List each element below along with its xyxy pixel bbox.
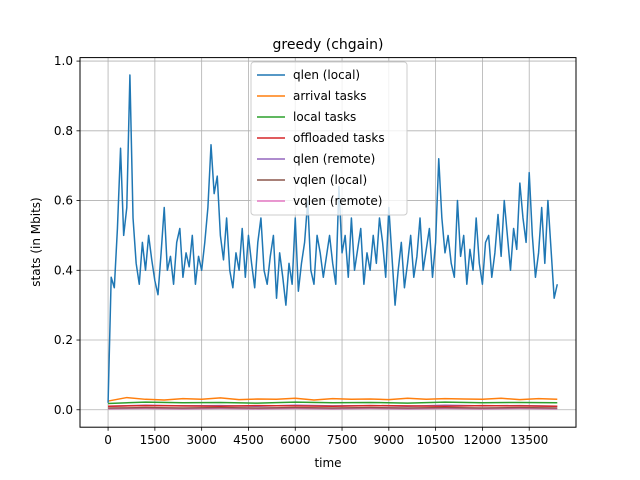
- series-line: [108, 401, 558, 405]
- legend-entry: qlen (remote): [293, 152, 375, 166]
- series-line: [108, 404, 558, 408]
- y-axis-label: stats (in Mbits): [29, 197, 43, 286]
- legend-entry: vqlen (remote): [293, 194, 382, 208]
- legend-entry: arrival tasks: [293, 89, 366, 103]
- legend-entry: vqlen (local): [293, 173, 367, 187]
- y-tick-label: 1.0: [54, 54, 73, 68]
- y-tick-label: 0.0: [54, 403, 73, 417]
- y-tick-label: 0.2: [54, 333, 73, 347]
- plot-frame: [79, 57, 577, 428]
- x-axis-label: time: [314, 456, 341, 470]
- legend-entry: offloaded tasks: [293, 131, 385, 145]
- x-tick-label: 3000: [186, 433, 217, 447]
- series-line: [107, 396, 558, 402]
- legend: qlen (local) arrival tasks local tasks offl…: [250, 61, 408, 216]
- legend-entry: qlen (local): [293, 68, 360, 82]
- y-tick-label: 0.4: [54, 263, 73, 277]
- series-line: [107, 74, 559, 403]
- y-tick-label: 0.8: [54, 124, 73, 138]
- x-tick-label: 6000: [280, 433, 311, 447]
- x-tick-label: 12000: [463, 433, 501, 447]
- legend-box: [250, 61, 408, 216]
- x-tick-label: 1500: [140, 433, 171, 447]
- x-tick-label: 9000: [374, 433, 405, 447]
- y-tick-label: 0.6: [54, 194, 73, 208]
- x-tick-label: 0: [104, 433, 112, 447]
- x-tick-label: 10500: [417, 433, 455, 447]
- series-group: [107, 74, 559, 410]
- legend-entry: local tasks: [293, 110, 356, 124]
- y-axis: 0.0 0.2 0.4 0.6 0.8 1.0: [54, 54, 80, 417]
- x-tick-label: 13500: [510, 433, 548, 447]
- x-axis: 0 1500 3000 4500 6000 7500 9000 10500 12000 13500: [104, 427, 548, 447]
- x-tick-label: 4500: [233, 433, 264, 447]
- x-tick-label: 7500: [327, 433, 358, 447]
- chart-title: greedy (chgain): [273, 37, 384, 53]
